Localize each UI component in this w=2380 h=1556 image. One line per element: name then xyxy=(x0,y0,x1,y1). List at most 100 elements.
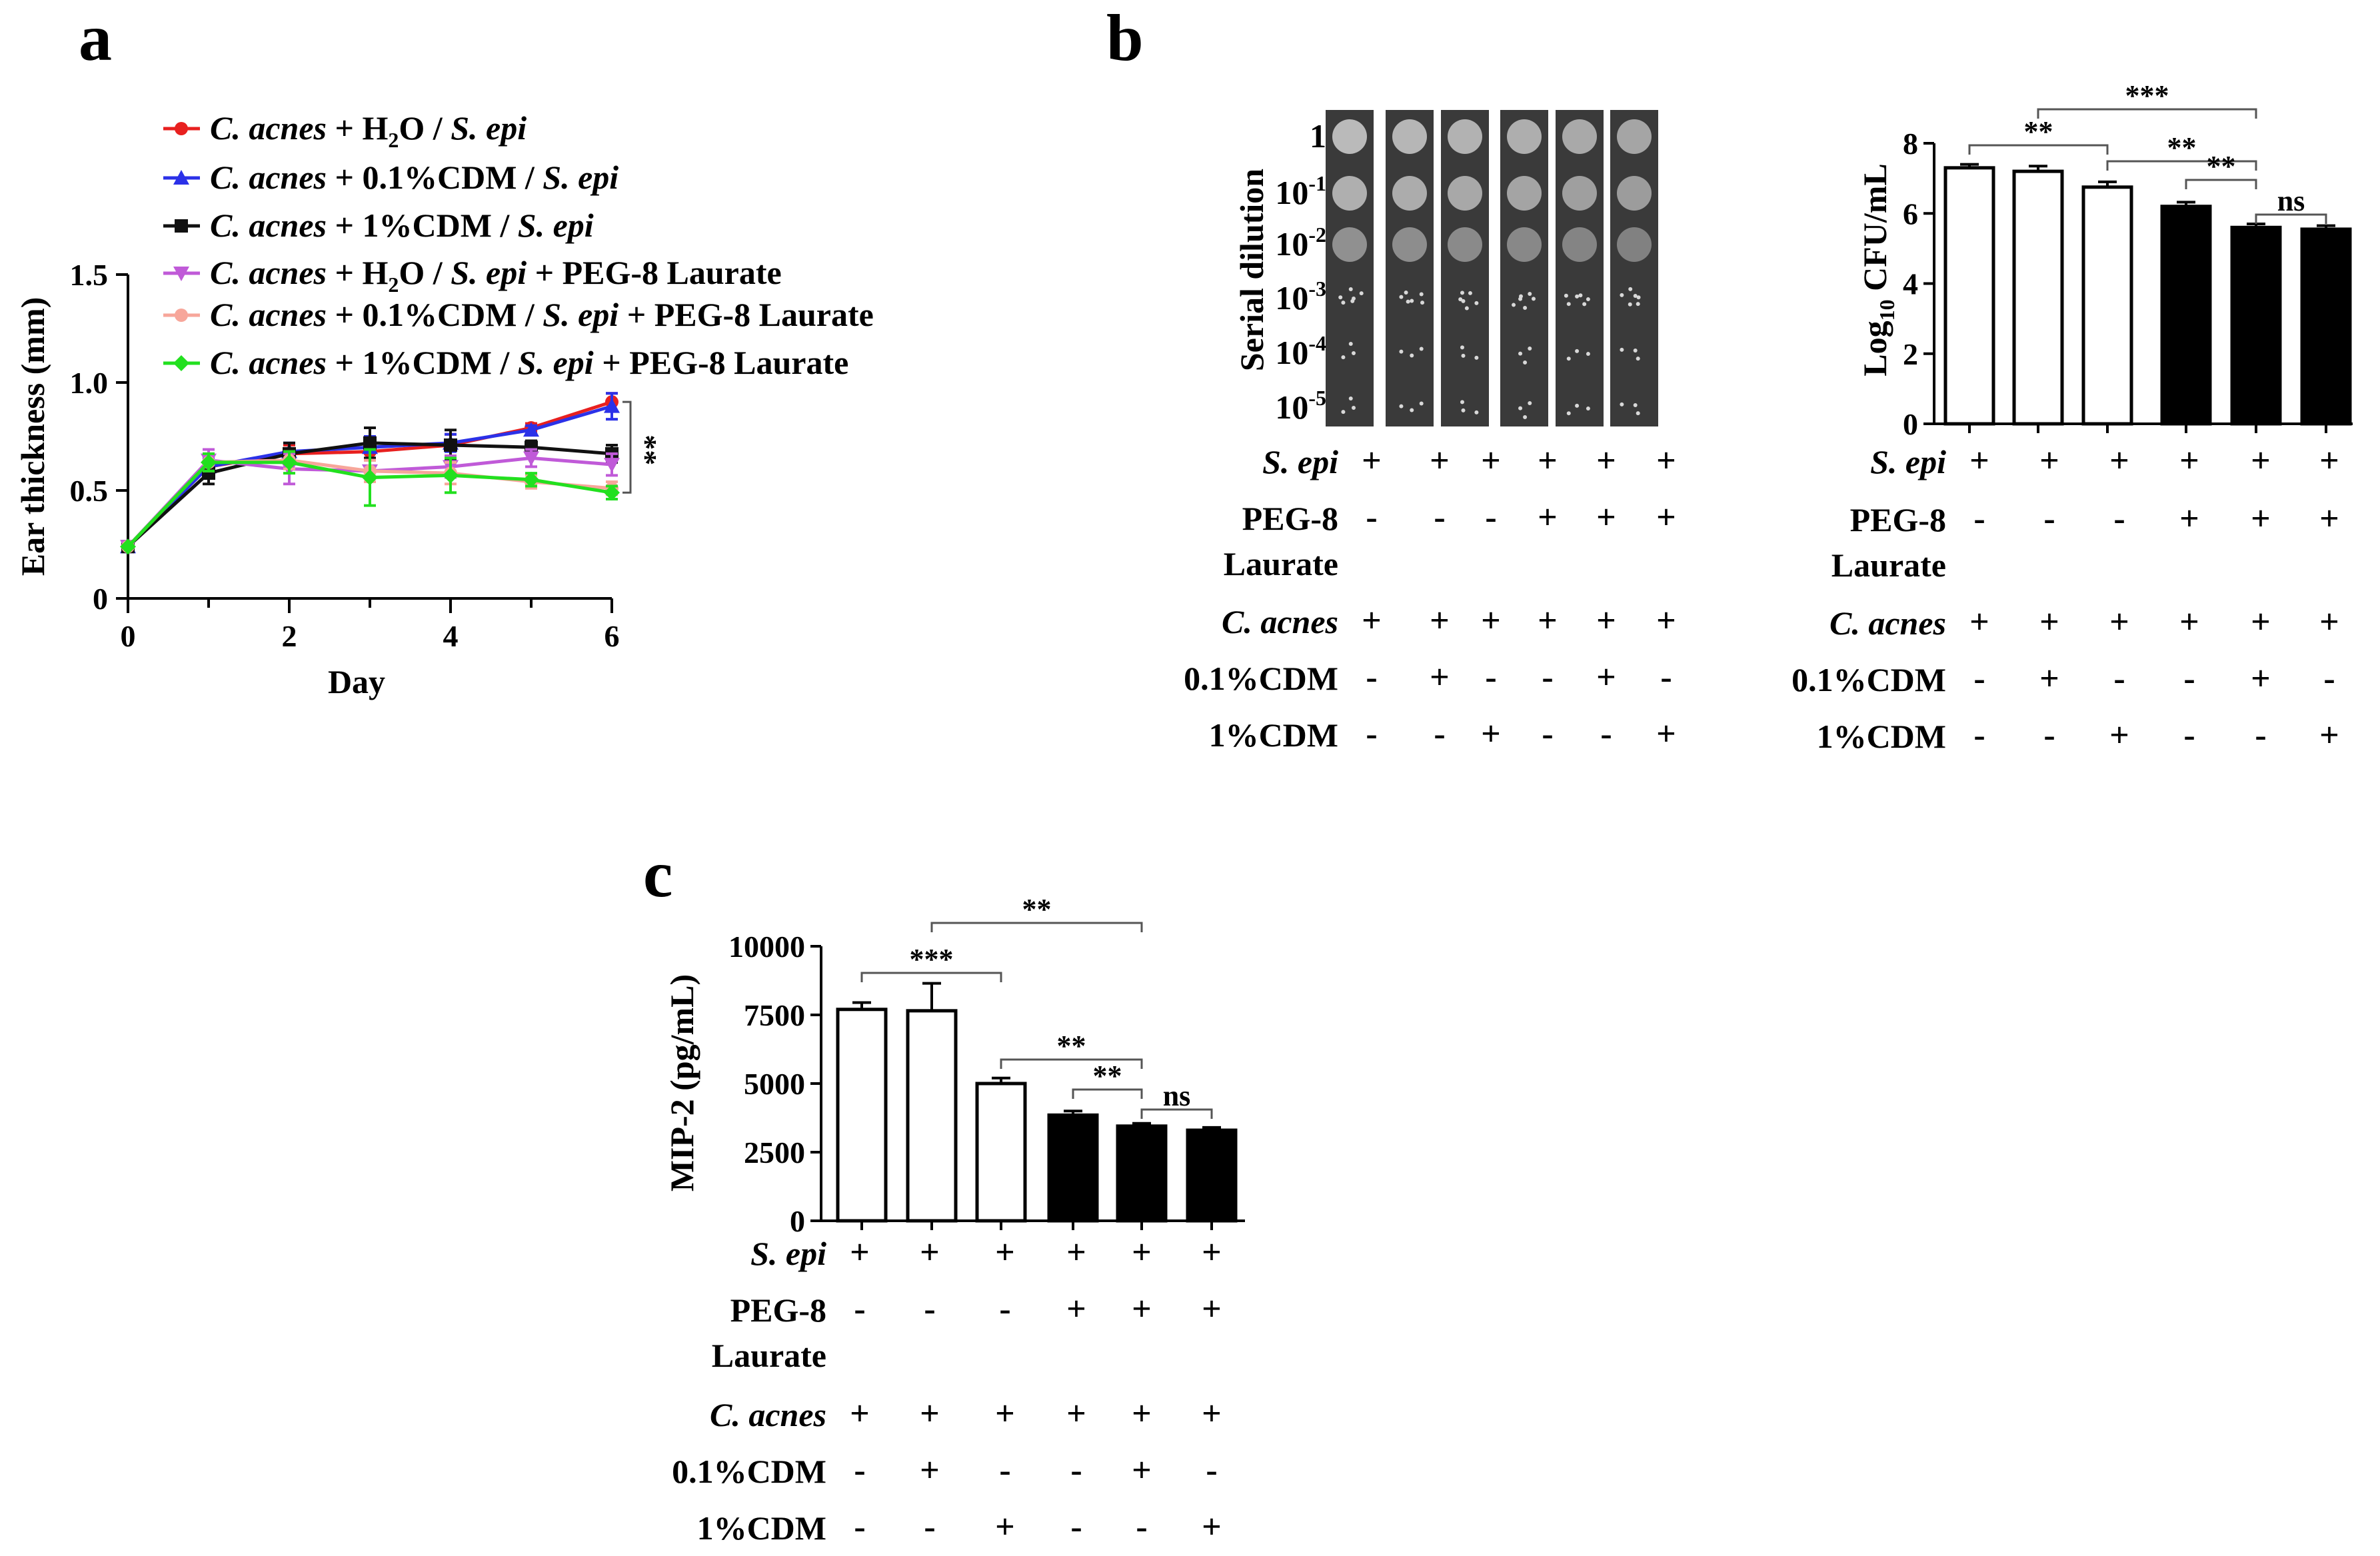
condition-value: - xyxy=(999,1290,1010,1328)
y-tick-label: 1.0 xyxy=(70,366,109,400)
square-marker xyxy=(444,438,457,452)
significance-label: ns xyxy=(1163,1080,1191,1112)
condition-value: + xyxy=(1202,1233,1222,1271)
colony-dot xyxy=(1399,404,1404,408)
condition-label: C. acnes xyxy=(1222,603,1338,640)
y-tick-label: 2500 xyxy=(744,1136,805,1169)
bar xyxy=(2012,169,2064,426)
colony-dot xyxy=(1348,342,1353,347)
condition-label: C. acnes xyxy=(1829,604,1946,642)
colony-spot xyxy=(1562,119,1597,154)
significance-label: ** xyxy=(1022,893,1052,926)
condition-value: + xyxy=(1596,602,1616,640)
condition-value: + xyxy=(1132,1290,1152,1328)
y-tick-label: 10000 xyxy=(728,930,805,964)
condition-value: + xyxy=(1481,442,1501,480)
condition-value: - xyxy=(924,1290,935,1328)
y-tick-label: 7500 xyxy=(744,998,805,1032)
condition-value: - xyxy=(1542,715,1553,753)
dilution-label: 10-1 xyxy=(1275,171,1326,211)
condition-value: + xyxy=(2179,500,2199,538)
condition-label: S. epi xyxy=(1870,443,1946,480)
condition-value: - xyxy=(2323,660,2335,698)
significance-label: *** xyxy=(2125,79,2169,112)
colony-spot xyxy=(1448,176,1482,211)
condition-value: + xyxy=(995,1233,1015,1271)
condition-value: - xyxy=(854,1290,865,1328)
colony-spot xyxy=(1448,227,1482,262)
colony-dot xyxy=(1410,353,1414,358)
panel-label-a: a xyxy=(79,1,112,75)
condition-value: - xyxy=(2043,500,2055,538)
colony-dot xyxy=(1528,346,1532,351)
colony-dot xyxy=(1350,299,1355,303)
condition-label: 0.1%CDM xyxy=(1791,661,1946,698)
bar xyxy=(1116,1124,1168,1223)
line-chart-a: 0 0.5 1.0 1.5 0 2 4 6 Day Ear thickness (mm) ** C. … xyxy=(14,109,874,700)
triangle-marker xyxy=(604,398,620,413)
colony-dot xyxy=(1352,406,1356,410)
condition-value: + xyxy=(2251,660,2271,698)
diamond-marker xyxy=(281,454,297,470)
colony-dot xyxy=(1628,287,1633,291)
significance-label: ** xyxy=(1093,1060,1122,1092)
condition-value: + xyxy=(2179,442,2199,480)
y-tick-label: 0 xyxy=(1903,407,1918,441)
legend-text-part: C. acnes xyxy=(210,296,327,333)
colony-dot xyxy=(1575,403,1580,408)
bar xyxy=(1186,1128,1238,1223)
legend-text-part: + H xyxy=(327,254,388,291)
x-axis-label: Day xyxy=(328,663,385,700)
condition-value: + xyxy=(1596,658,1616,696)
y-tick-label: 1.5 xyxy=(70,258,109,292)
colony-dot xyxy=(1341,410,1346,414)
legend-text-part: S. epi xyxy=(451,254,527,291)
condition-value: - xyxy=(1485,498,1496,536)
condition-value: + xyxy=(2319,442,2339,480)
y-axis-label-part: 10 xyxy=(1875,299,1899,321)
dilution-base: 10 xyxy=(1275,334,1308,371)
colony-spot xyxy=(1392,176,1427,211)
colony-dot xyxy=(1359,291,1364,296)
dilution-label: 10-4 xyxy=(1275,331,1326,371)
colony-dot xyxy=(1410,408,1414,412)
colony-spot xyxy=(1562,227,1597,262)
dilution-base: 10 xyxy=(1275,389,1308,426)
colony-dot xyxy=(1419,347,1424,351)
condition-value: + xyxy=(1538,442,1558,480)
condition-value: + xyxy=(1430,658,1450,696)
condition-value: - xyxy=(2113,500,2125,538)
condition-value: - xyxy=(1973,500,1985,538)
significance-label: ** xyxy=(629,434,663,465)
legend-text-part: S. epi xyxy=(451,109,527,147)
colony-spot xyxy=(1562,176,1597,211)
plate-strip xyxy=(1386,110,1434,426)
condition-label-line2: Laurate xyxy=(712,1337,826,1374)
significance-label: ** xyxy=(1057,1030,1086,1062)
significance-label: ** xyxy=(2207,150,2236,183)
dilution-base: 1 xyxy=(1310,117,1326,155)
condition-value: - xyxy=(1542,658,1553,696)
triangle-down-marker xyxy=(523,451,539,466)
condition-value: + xyxy=(1596,498,1616,536)
dilution-label: 10-3 xyxy=(1275,277,1326,317)
plate-strip xyxy=(1441,110,1489,426)
significance-bracket xyxy=(1968,144,2109,155)
colony-dot xyxy=(1586,352,1590,357)
condition-value: + xyxy=(1656,498,1676,536)
colony-spot xyxy=(1507,227,1542,262)
legend-text-part: + PEG-8 Laurate xyxy=(618,296,874,333)
bar xyxy=(836,1008,888,1223)
colony-spot xyxy=(1507,119,1542,154)
significance-label: ns xyxy=(2277,185,2305,217)
condition-value: + xyxy=(2109,442,2129,480)
colony-dot xyxy=(1578,293,1583,298)
colony-spot xyxy=(1392,119,1427,154)
condition-value: + xyxy=(1362,442,1382,480)
colony-dot xyxy=(1566,357,1571,361)
condition-value: + xyxy=(920,1451,940,1489)
colony-dot xyxy=(1564,293,1568,298)
condition-value: - xyxy=(1973,660,1985,698)
condition-value: - xyxy=(1070,1508,1082,1546)
